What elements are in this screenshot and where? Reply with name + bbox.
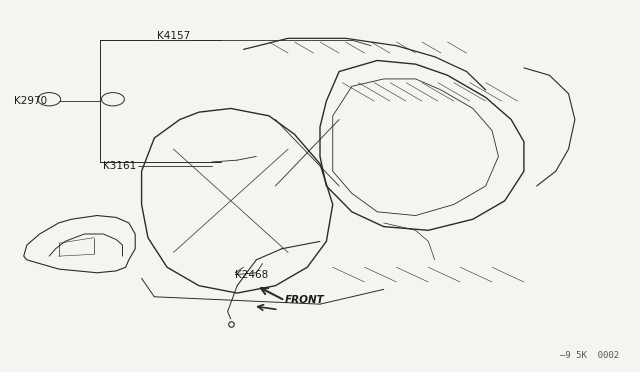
Text: K4157: K4157 bbox=[157, 32, 190, 41]
Text: —9 5K  0002: —9 5K 0002 bbox=[561, 350, 620, 359]
Text: K2468: K2468 bbox=[236, 270, 269, 280]
Text: K3161: K3161 bbox=[103, 161, 136, 171]
Text: K2970: K2970 bbox=[14, 96, 47, 106]
Text: FRONT: FRONT bbox=[285, 295, 324, 305]
